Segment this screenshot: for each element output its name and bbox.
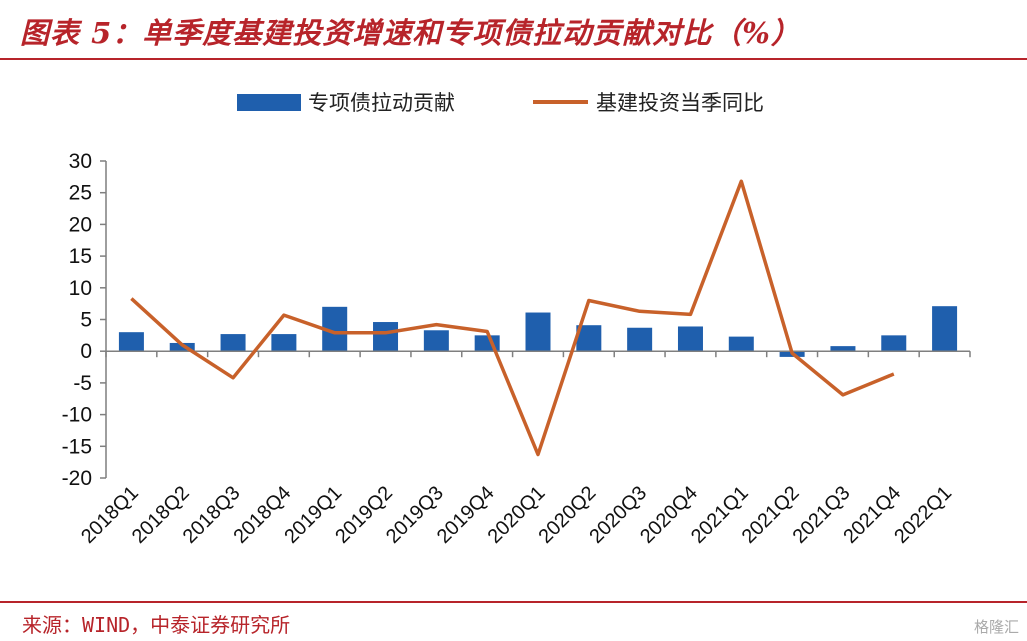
line-path (130, 179, 895, 457)
x-axis (105, 350, 971, 358)
y-tick-label: 20 (69, 213, 92, 236)
bar-2020Q3 (627, 327, 653, 352)
y-tick-label: 10 (69, 277, 92, 300)
y-tick-label: 25 (69, 182, 92, 205)
source-note: 来源：WIND，中泰证券研究所 (22, 613, 291, 637)
bar-2018Q2 (169, 342, 195, 352)
bar-2018Q4 (271, 334, 297, 352)
bar-series (118, 306, 958, 357)
category-labels: 2018Q12018Q22018Q32018Q42019Q12019Q22019… (77, 482, 956, 548)
chart-title: 图表 5：单季度基建投资增速和专项债拉动贡献对比（%） (20, 16, 801, 50)
bar-2019Q3 (423, 330, 449, 352)
x-tick-label: 2022Q1 (890, 482, 956, 548)
y-tick-label: -15 (62, 435, 92, 458)
watermark-logo: 格隆汇 (973, 618, 1019, 636)
legend: 专项债拉动贡献 基建投资当季同比 (237, 91, 764, 115)
bar-2021Q3 (830, 346, 856, 352)
bar-2018Q1 (118, 332, 144, 352)
bar-2021Q1 (728, 336, 754, 352)
bar-2019Q2 (373, 322, 399, 352)
bar-2021Q4 (881, 335, 907, 352)
bar-2018Q3 (220, 334, 246, 352)
y-tick-label: -5 (73, 372, 92, 395)
y-tick-label: 30 (69, 150, 92, 173)
y-tick-label: 0 (80, 340, 92, 363)
bar-2022Q1 (932, 306, 958, 352)
bar-2020Q1 (525, 312, 551, 352)
title-divider (0, 58, 1027, 60)
y-tick-label: -10 (62, 404, 92, 427)
bar-2020Q4 (677, 326, 703, 352)
chart: 专项债拉动贡献 基建投资当季同比 30 25 20 15 10 5 0 -5 -10 -15 -20… (62, 91, 971, 548)
y-axis: 30 25 20 15 10 5 0 -5 -10 -15 -20 (62, 150, 107, 490)
legend-bar-swatch (237, 94, 301, 111)
line-series (130, 179, 895, 457)
y-tick-label: 15 (69, 245, 92, 268)
y-tick-label: -20 (62, 467, 92, 490)
legend-bar-label: 专项债拉动贡献 (308, 91, 455, 115)
y-tick-label: 5 (80, 309, 92, 332)
source-divider (0, 601, 1027, 603)
legend-line-label: 基建投资当季同比 (596, 91, 764, 115)
